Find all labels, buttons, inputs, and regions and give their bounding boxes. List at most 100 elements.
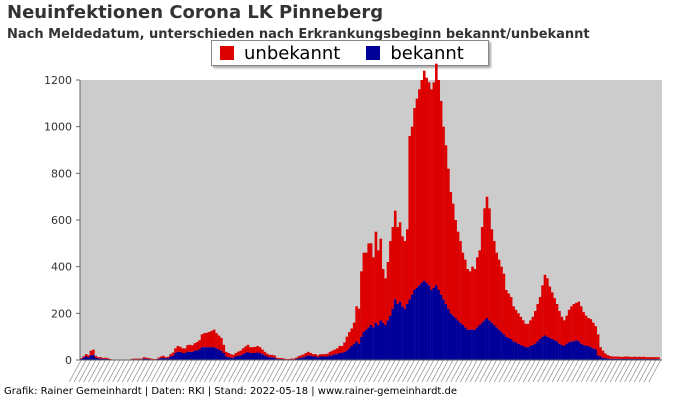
bar-unbekannt <box>195 342 199 351</box>
bar-bekannt <box>623 358 626 360</box>
bar-unbekannt <box>253 346 257 353</box>
bar-bekannt <box>159 358 163 360</box>
y-tick-label: 200 <box>51 307 72 320</box>
y-tick-label: 0 <box>65 354 72 367</box>
bar-unbekannt <box>430 89 433 290</box>
bar-unbekannt <box>596 334 600 356</box>
bar-unbekannt <box>406 229 409 304</box>
bar-bekannt <box>297 358 300 360</box>
bar-unbekannt <box>162 355 165 358</box>
bar-bekannt <box>364 329 368 360</box>
bar-unbekannt <box>647 357 651 360</box>
bar-bekannt <box>360 336 363 360</box>
x-tick <box>373 359 386 383</box>
bar-bekannt <box>492 325 496 360</box>
x-tick <box>175 359 188 383</box>
bar-bekannt <box>101 358 105 360</box>
bar-bekannt <box>338 353 342 360</box>
x-tick <box>643 359 657 383</box>
y-tick-label: 800 <box>51 167 72 180</box>
bar-unbekannt <box>316 355 320 358</box>
bar-bekannt <box>570 341 573 360</box>
bar-unbekannt <box>319 354 322 357</box>
bar-unbekannt <box>512 306 515 342</box>
bar-unbekannt <box>82 356 86 358</box>
bar-bekannt <box>435 285 438 360</box>
bar-unbekannt <box>635 356 639 359</box>
x-tick <box>619 359 633 383</box>
bar-bekannt <box>348 348 351 360</box>
x-tick <box>242 359 256 383</box>
x-tick <box>440 359 454 383</box>
x-tick <box>223 359 237 383</box>
bar-bekannt <box>162 357 165 360</box>
chart-subtitle: Nach Meldedatum, unterschieden nach Erkr… <box>7 27 590 42</box>
bar-unbekannt <box>335 348 339 355</box>
bar-unbekannt <box>174 348 177 353</box>
bar-bekannt <box>393 299 397 360</box>
bar-bekannt <box>451 315 455 360</box>
bar-unbekannt <box>321 354 325 357</box>
bar-unbekannt <box>309 353 313 356</box>
x-tick <box>426 359 439 383</box>
bar-unbekannt <box>224 351 228 357</box>
bar-bekannt <box>261 354 264 360</box>
x-tick <box>228 359 241 383</box>
y-tick-label: 1200 <box>44 74 72 87</box>
x-tick <box>160 359 174 383</box>
bar-unbekannt <box>536 304 540 342</box>
bar-unbekannt <box>391 227 395 309</box>
bar-unbekannt <box>587 318 590 346</box>
bar-unbekannt <box>548 286 552 338</box>
bar-bekannt <box>166 358 170 360</box>
bar-bekannt <box>587 346 590 360</box>
x-tick <box>97 359 111 383</box>
bar-unbekannt <box>432 82 436 288</box>
bar-unbekannt <box>311 354 315 357</box>
bar-bekannt <box>519 344 523 360</box>
bar-bekannt <box>236 355 240 360</box>
bar-unbekannt <box>492 241 496 325</box>
bar-unbekannt <box>553 298 556 341</box>
bar-bekannt <box>422 280 426 360</box>
x-tick <box>358 359 372 383</box>
bar-unbekannt <box>403 241 407 309</box>
x-tick <box>320 359 333 383</box>
x-tick <box>78 359 92 383</box>
bar-unbekannt <box>207 332 211 348</box>
bar-unbekannt <box>364 252 368 330</box>
bar-bekannt <box>87 357 90 360</box>
bar-unbekannt <box>212 329 216 348</box>
bar-bekannt <box>328 355 332 360</box>
bar-bekannt <box>461 325 465 360</box>
x-tick <box>189 359 203 383</box>
bar-unbekannt <box>360 271 363 337</box>
bar-unbekannt <box>355 306 358 342</box>
bar-unbekannt <box>241 348 245 355</box>
bar-bekannt <box>343 351 346 360</box>
bar-bekannt <box>239 355 242 360</box>
bar-unbekannt <box>454 220 457 318</box>
bar-unbekannt <box>582 312 585 345</box>
legend-swatch-bekannt <box>366 46 381 60</box>
x-tick <box>252 359 266 383</box>
bar-unbekannt <box>422 70 426 281</box>
bar-bekannt <box>454 318 457 360</box>
bar-bekannt <box>384 325 387 360</box>
x-tick <box>634 359 647 383</box>
bar-unbekannt <box>150 358 153 360</box>
x-tick <box>629 359 642 383</box>
bar-unbekannt <box>567 309 571 343</box>
bar-bekannt <box>350 346 354 360</box>
bar-bekannt <box>304 356 308 360</box>
bar-bekannt <box>321 356 325 360</box>
bar-unbekannt <box>488 208 491 321</box>
bar-unbekannt <box>362 252 366 332</box>
x-tick <box>551 359 565 383</box>
x-tick <box>537 359 550 383</box>
x-tick <box>344 359 357 383</box>
bar-unbekannt <box>299 355 303 358</box>
x-tick <box>291 359 304 383</box>
bar-unbekannt <box>529 320 532 346</box>
bar-unbekannt <box>203 333 206 348</box>
